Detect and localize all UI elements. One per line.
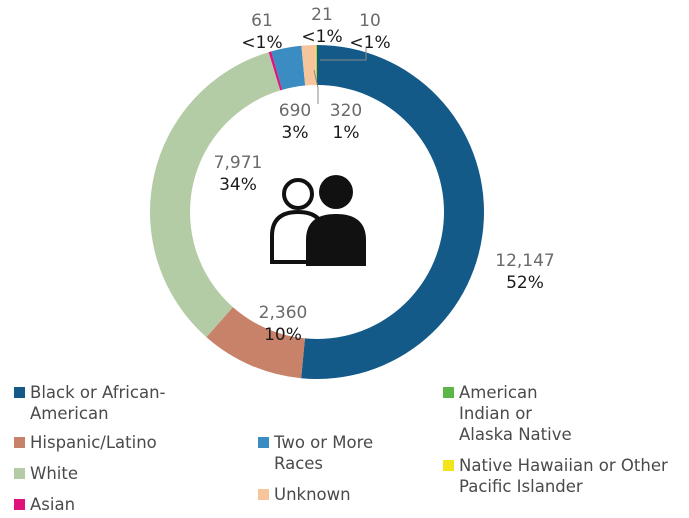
legend-swatch (443, 387, 454, 398)
legend-swatch (14, 499, 25, 510)
leader-lines (313, 48, 367, 104)
percent-label: 10% (264, 325, 302, 345)
percent-label: <1% (241, 33, 282, 53)
value-label: 690 (279, 101, 311, 121)
legend-item: Hispanic/Latino (14, 432, 230, 453)
percent-label: 3% (282, 123, 309, 143)
legend-item: White (14, 463, 230, 484)
donut-segment (301, 45, 484, 379)
legend-swatch (14, 387, 25, 398)
legend-item: Asian (14, 494, 230, 515)
donut-segment (301, 45, 316, 86)
percent-label: 52% (506, 273, 544, 293)
legend-item: American Indian or Alaska Native (443, 382, 589, 445)
legend-label: Asian (30, 495, 76, 514)
icon-head (319, 175, 353, 209)
donut-segment (206, 307, 305, 379)
legend-label: Hispanic/Latino (30, 433, 157, 452)
percent-label: <1% (301, 27, 342, 47)
legend-swatch (443, 460, 454, 471)
value-label: 61 (251, 11, 273, 31)
percent-label: 34% (219, 175, 257, 195)
legend-item: Native Hawaiian or Other Pacific Islande… (443, 455, 689, 497)
donut-segment (268, 51, 283, 91)
legend-item: Black or African-American (14, 382, 205, 424)
donut-segment (150, 52, 281, 338)
legend-label: White (30, 464, 78, 483)
value-label: 10 (359, 11, 381, 31)
legend-label: Two or More Races (274, 433, 374, 473)
legend-item: Two or More Races (258, 432, 424, 474)
icon-head (282, 178, 314, 210)
value-label: 2,360 (259, 303, 308, 323)
percent-label: <1% (349, 33, 390, 53)
value-label: 21 (311, 5, 333, 25)
legend-swatch (258, 489, 269, 500)
legend-swatch (14, 437, 25, 448)
legend-label: American Indian or Alaska Native (459, 383, 572, 444)
value-label: 7,971 (214, 153, 263, 173)
legend-swatch (258, 437, 269, 448)
people-icon (270, 175, 366, 266)
leader-line (320, 48, 367, 61)
legend-item: Unknown (258, 484, 424, 505)
donut-segment (271, 45, 306, 90)
icon-body (306, 214, 366, 266)
value-label: 12,147 (495, 251, 554, 271)
leader-line (313, 69, 319, 104)
legend-label: Native Hawaiian or Other Pacific Islande… (459, 456, 668, 496)
donut-segment (315, 45, 317, 86)
legend-label: Black or African-American (30, 383, 166, 423)
legend-swatch (14, 468, 25, 479)
value-label: 320 (330, 101, 362, 121)
percent-label: 1% (333, 123, 360, 143)
legend-label: Unknown (274, 485, 351, 504)
